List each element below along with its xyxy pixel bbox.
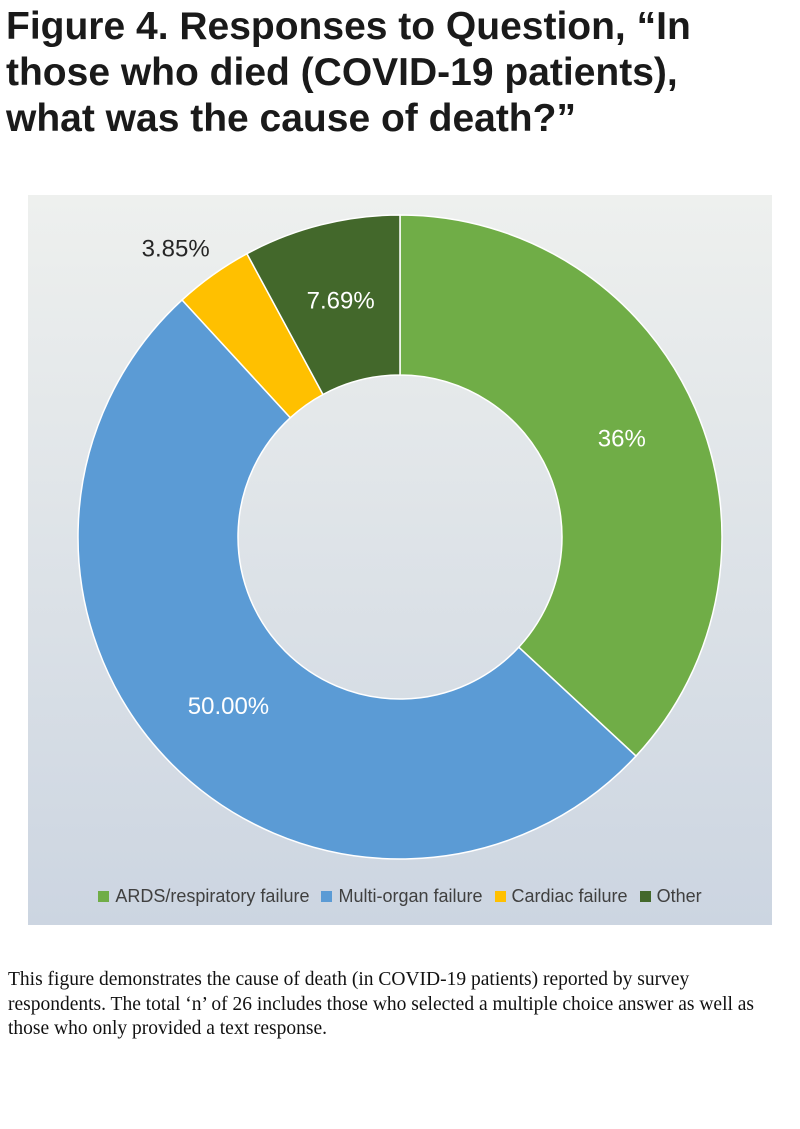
legend-label: ARDS/respiratory failure xyxy=(115,886,310,906)
legend-swatch xyxy=(494,891,506,902)
title-line: Figure 4. Responses to Question, “In xyxy=(6,5,691,48)
donut-slice xyxy=(77,298,638,860)
donut-slice xyxy=(245,214,401,396)
legend-label: Multi-organ failure xyxy=(338,886,483,906)
data-label: 36% xyxy=(598,426,646,453)
legend-item: ARDS/respiratory failure xyxy=(98,886,309,907)
data-label: 50.00% xyxy=(188,693,269,720)
chart: 36% 50.00% 3.85% 7.69% xyxy=(28,195,772,925)
caption: This figure demonstrates the cause of de… xyxy=(8,969,755,1039)
legend-swatch xyxy=(321,891,333,902)
legend-label: Other xyxy=(656,886,702,906)
data-label: 3.85% xyxy=(142,236,210,263)
chart-title: Figure 4. Responses to Question, “In thos… xyxy=(6,4,800,142)
legend-item: Multi-organ failure xyxy=(321,886,483,907)
legend-swatch xyxy=(98,891,110,902)
legend-swatch xyxy=(639,891,651,902)
legend-label: Cardiac failure xyxy=(511,886,628,906)
legend: ARDS/respiratory failure Multi-organ fail… xyxy=(28,886,772,907)
legend-item: Cardiac failure xyxy=(494,886,628,907)
data-label: 7.69% xyxy=(307,288,375,315)
legend-item: Other xyxy=(639,886,702,907)
donut-slice xyxy=(399,214,723,758)
title-line: those who died (COVID-19 patients), xyxy=(6,51,678,94)
title-line: what was the cause of death?” xyxy=(6,97,576,140)
